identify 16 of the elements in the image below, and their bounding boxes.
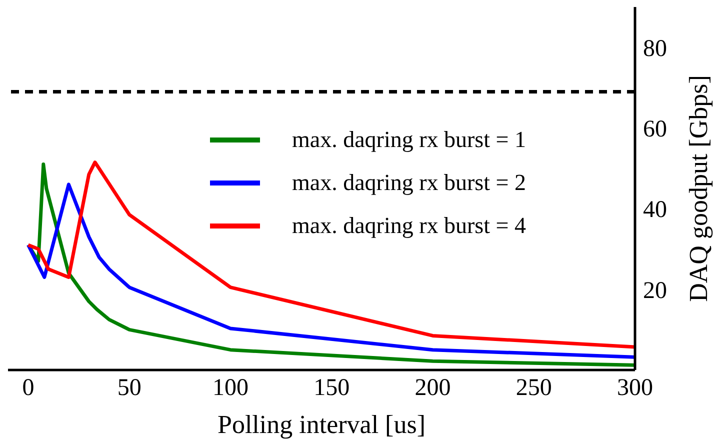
x-tick-label: 50 — [117, 375, 142, 402]
x-tick-label: 100 — [212, 375, 248, 402]
legend-label: max. daqring rx burst = 4 — [292, 212, 526, 238]
y-tick-label: 40 — [643, 197, 667, 224]
legend-label: max. daqring rx burst = 2 — [292, 170, 526, 196]
x-axis-title: Polling interval [us] — [218, 410, 426, 439]
x-tick-label: 150 — [314, 375, 350, 402]
y-axis-title: DAQ goodput [Gbps] — [684, 75, 714, 302]
x-tick-label: 250 — [516, 375, 552, 402]
x-tick-label: 0 — [22, 375, 34, 402]
y-tick-label: 60 — [643, 116, 667, 143]
x-tick-label: 300 — [617, 375, 653, 402]
x-tick-label: 200 — [414, 375, 451, 402]
y-tick-label: 80 — [643, 36, 667, 62]
legend-label: max. daqring rx burst = 1 — [292, 126, 526, 152]
y-tick-label: 20 — [643, 278, 667, 304]
